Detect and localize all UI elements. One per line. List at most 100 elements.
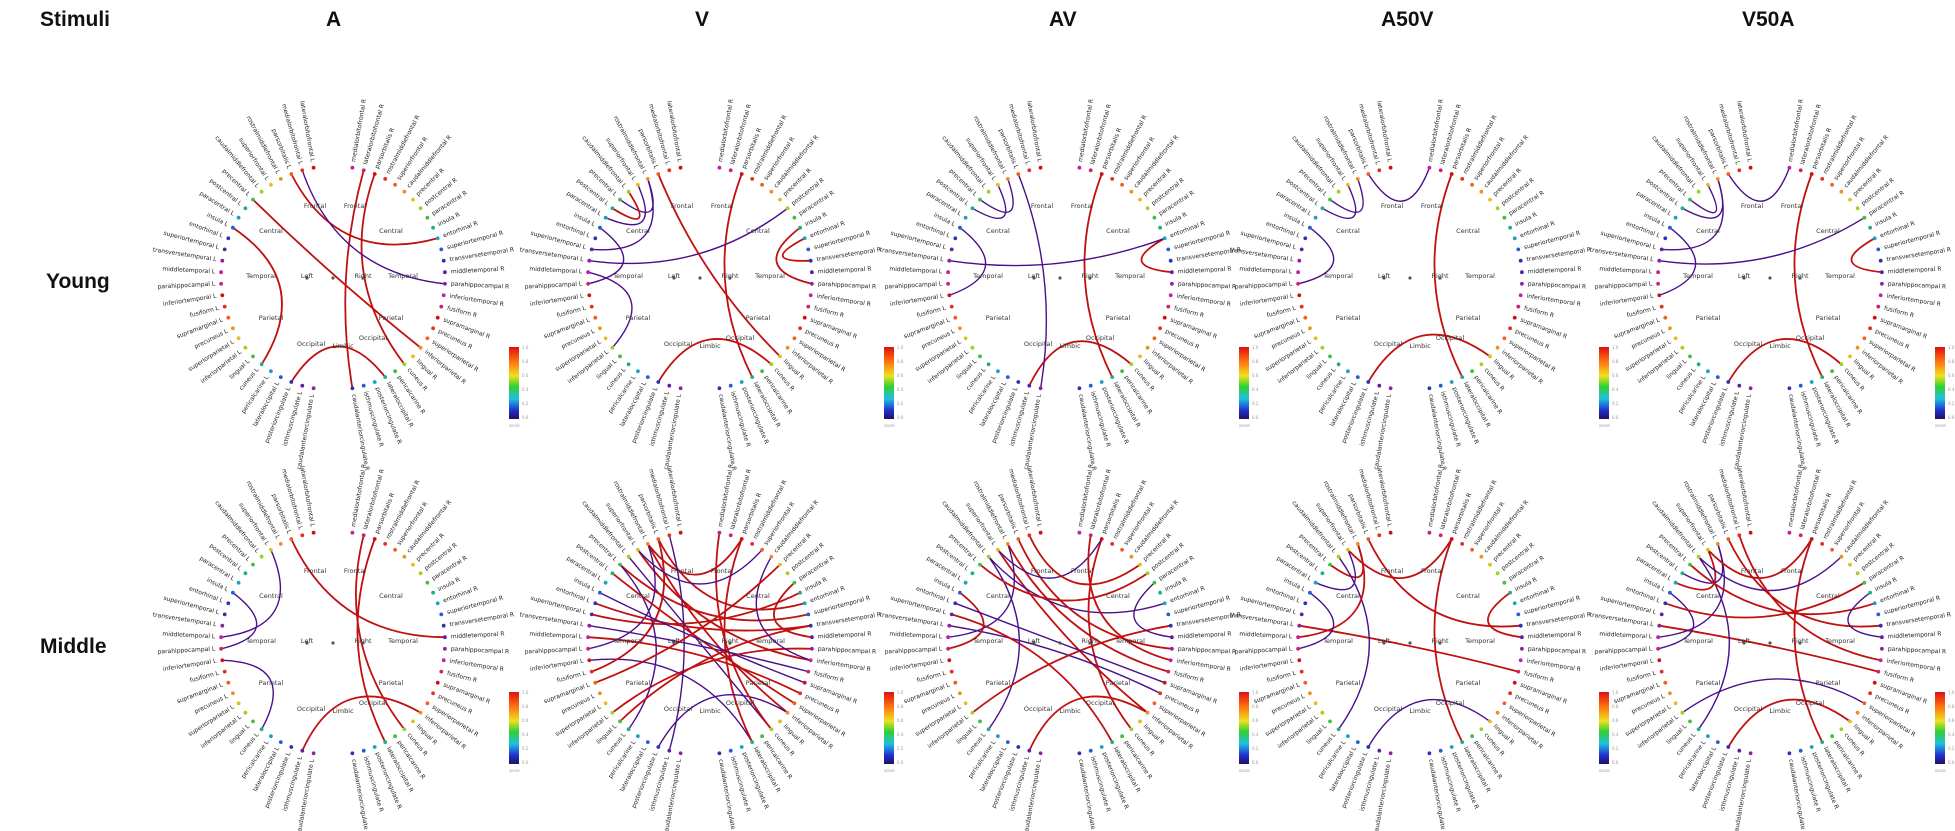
- region-node: [1520, 635, 1524, 640]
- region-node: [717, 386, 722, 391]
- region-node: [589, 612, 594, 617]
- region-node: [1516, 247, 1521, 252]
- region-label: middletemporal R: [1528, 631, 1582, 641]
- lobe-labels: Frontal Central Temporal Parietal Occipital L…: [972, 202, 1145, 350]
- region-node: [1516, 612, 1521, 617]
- region-node: [1502, 215, 1507, 220]
- region-node: [986, 362, 991, 367]
- region-node: [778, 354, 782, 359]
- region-node: [728, 383, 733, 388]
- lobe-label: Central: [379, 592, 403, 600]
- region-node: [1296, 270, 1300, 275]
- region-node: [1027, 533, 1032, 538]
- region-node: [441, 293, 446, 298]
- region-node: [231, 225, 235, 230]
- colorbar-tick: 0.8: [1948, 359, 1955, 364]
- region-node: [785, 571, 790, 576]
- region-label: fusiform L: [1266, 670, 1297, 685]
- colorbar-tick: 0.8: [522, 704, 529, 709]
- region-node: [300, 383, 305, 388]
- region-node: [1077, 751, 1082, 756]
- region-node: [1488, 197, 1492, 202]
- region-node: [1099, 380, 1104, 384]
- region-node: [411, 562, 415, 567]
- region-label: inferiortemporal L: [890, 293, 945, 308]
- region-node: [1460, 542, 1465, 546]
- region-node: [278, 177, 283, 181]
- region-node: [1110, 177, 1115, 181]
- region-node: [1427, 165, 1432, 170]
- region-node: [1158, 225, 1162, 230]
- nodes: lateralorbitofrontal Lmedialorbitofronta…: [879, 98, 1241, 471]
- region-node: [1820, 740, 1825, 744]
- lobe-label: Limbic: [1059, 342, 1081, 350]
- center-node: [1438, 276, 1442, 280]
- nodes: lateralorbitofrontal Lmedialorbitofronta…: [152, 98, 514, 471]
- connection-edge: [1674, 548, 1717, 591]
- edges: [1657, 534, 1883, 748]
- region-node: [802, 236, 807, 241]
- region-label: inferiortemporal R: [449, 658, 504, 673]
- region-node: [1038, 530, 1043, 535]
- lobe-label: Parietal: [1336, 679, 1361, 687]
- connection-edge: [588, 207, 789, 265]
- region-label: insula R: [804, 576, 828, 593]
- region-node: [1296, 635, 1300, 640]
- nodes: lateralorbitofrontal Lmedialorbitofronta…: [519, 98, 881, 471]
- colorbar-tick: 0.2: [522, 746, 529, 751]
- region-node: [1518, 658, 1523, 663]
- region-node: [1680, 710, 1685, 715]
- region-node: [1798, 748, 1803, 753]
- region-node: [269, 369, 273, 374]
- connection-edge: [1727, 538, 1882, 628]
- edges: [220, 534, 446, 752]
- region-label: insula L: [205, 212, 229, 229]
- colorbar-gradient: [1239, 692, 1249, 764]
- region-node: [226, 680, 231, 685]
- region-node: [760, 547, 764, 552]
- region-node: [1502, 580, 1507, 585]
- colorbar-tick: 0.4: [1252, 387, 1259, 392]
- region-node: [603, 580, 608, 585]
- region-node: [1088, 748, 1093, 753]
- region-node: [1656, 270, 1660, 275]
- region-node: [986, 727, 991, 732]
- region-node: [431, 590, 435, 595]
- region-node: [1656, 635, 1660, 640]
- region-node: [1495, 571, 1500, 576]
- lobe-label: Limbic: [1769, 342, 1791, 350]
- lobe-label: Frontal: [711, 202, 733, 210]
- region-node: [1502, 336, 1507, 341]
- region-label: fusiform L: [556, 670, 587, 685]
- region-node: [1152, 580, 1157, 585]
- region-node: [1737, 168, 1742, 173]
- region-label: inferiortemporal R: [1176, 293, 1231, 308]
- lobe-label: Central: [746, 227, 770, 235]
- connection-edge: [1738, 534, 1882, 662]
- lobe-label: Central: [1336, 227, 1360, 235]
- colorbar-gradient: [1599, 347, 1609, 419]
- region-node: [383, 740, 388, 744]
- region-node: [946, 270, 950, 275]
- region-node: [1876, 247, 1881, 252]
- region-label: transversetemporal R: [1526, 246, 1592, 263]
- region-node: [1299, 247, 1304, 252]
- edges: [947, 534, 1173, 752]
- lobe-label: Right: [354, 637, 372, 645]
- region-node: [425, 701, 430, 706]
- region-label: inferiortemporal L: [530, 293, 585, 308]
- region-label: inferiortemporal L: [163, 293, 218, 308]
- region-node: [1346, 369, 1350, 374]
- lobe-label: Right: [1431, 272, 1449, 280]
- header-col-av: AV: [1049, 8, 1077, 31]
- lobe-label: Central: [986, 227, 1010, 235]
- region-node: [1308, 326, 1312, 331]
- region-node: [402, 727, 407, 732]
- region-node: [1162, 680, 1167, 685]
- region-node: [1518, 258, 1523, 263]
- region-node: [586, 270, 590, 275]
- region-node: [393, 547, 397, 552]
- region-node: [418, 206, 423, 211]
- colorbar-tick: 0.4: [522, 732, 529, 737]
